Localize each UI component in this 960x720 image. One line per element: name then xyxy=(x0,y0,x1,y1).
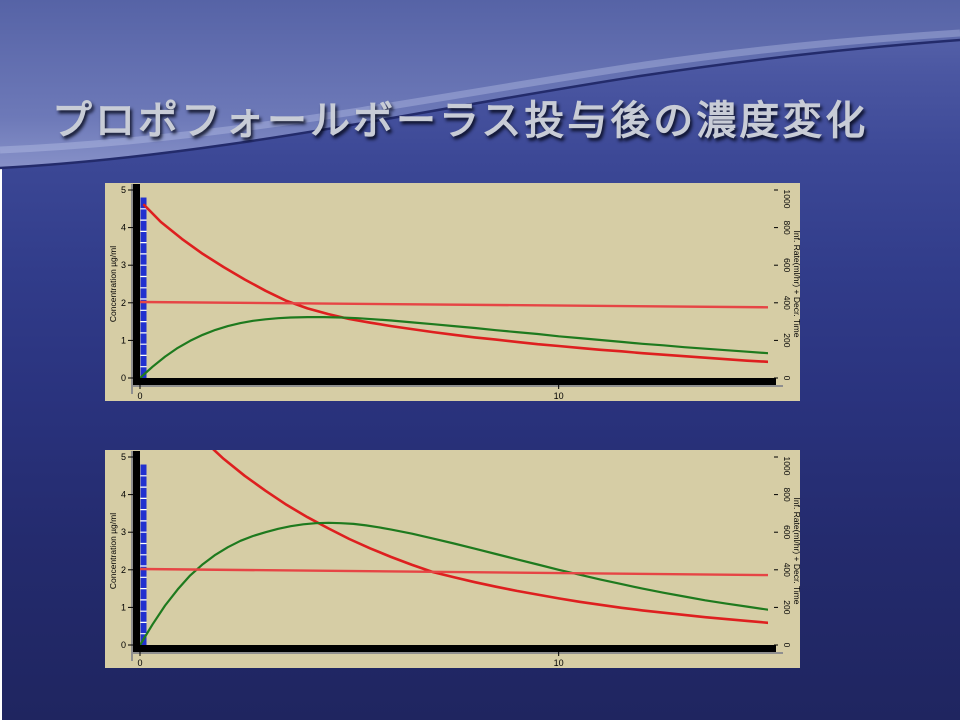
y2-tick-label: 800 xyxy=(782,488,792,502)
y2-tick-label: 400 xyxy=(782,296,792,310)
y2-tick-label: 800 xyxy=(782,221,792,235)
y-tick-label: 4 xyxy=(121,490,126,500)
y-tick-label: 0 xyxy=(121,373,126,383)
y2-axis-label: Inf. Rate(ml/hr) + Decr. Time xyxy=(792,231,800,338)
y-tick-label: 1 xyxy=(121,335,126,345)
y2-tick-label: 400 xyxy=(782,563,792,577)
x-tick-label: 0 xyxy=(137,391,142,401)
y-axis-wall xyxy=(133,451,140,652)
y2-tick-label: 0 xyxy=(782,376,792,381)
concentration-chart-upper: 0 1 2 3 4 5 0 200 400 600 800 1000 0 10 Concentration … xyxy=(108,184,800,401)
x-tick-label: 10 xyxy=(554,658,564,668)
axis-bevel-left xyxy=(131,451,133,661)
y-tick-label: 2 xyxy=(121,298,126,308)
chart-panel-lower: 0 1 2 3 4 5 0 200 400 600 800 1000 0 10 Concentration … xyxy=(105,450,800,668)
y2-tick-label: 1000 xyxy=(782,190,792,209)
slide-title: プロポフォールボーラス投与後の濃度変化 xyxy=(52,99,869,143)
y2-tick-label: 600 xyxy=(782,525,792,539)
concentration-chart-lower: 0 1 2 3 4 5 0 200 400 600 800 1000 0 10 Concentration … xyxy=(108,450,800,668)
y2-tick-label: 200 xyxy=(782,333,792,347)
decrement-line-curve xyxy=(140,567,768,577)
y2-tick-label: 200 xyxy=(782,600,792,614)
y-axis-wall xyxy=(133,184,140,385)
y2-axis-label: Inf. Rate(ml/hr) + Decr. Time xyxy=(792,498,800,605)
y-tick-label: 4 xyxy=(121,223,126,233)
y-axis-label: Concentration µg/ml xyxy=(108,513,118,589)
x-tick-label: 0 xyxy=(137,658,142,668)
decrement-line-curve xyxy=(140,300,768,309)
y-tick-label: 2 xyxy=(121,565,126,575)
bolus-bar-segments xyxy=(140,475,147,635)
y-tick-label: 1 xyxy=(121,602,126,612)
y2-tick-label: 1000 xyxy=(782,457,792,476)
y-axis-label: Concentration µg/ml xyxy=(108,246,118,322)
axis-bevel-bottom xyxy=(131,385,783,387)
chart-panel-upper: 0 1 2 3 4 5 0 200 400 600 800 1000 0 10 Concentration … xyxy=(105,183,800,401)
y2-tick-label: 0 xyxy=(782,643,792,648)
y-tick-label: 5 xyxy=(121,185,126,195)
y-tick-label: 5 xyxy=(121,452,126,462)
plasma-concentration-curve xyxy=(212,450,768,625)
plasma-concentration-curve xyxy=(142,203,768,364)
bolus-bar-segments xyxy=(140,208,147,368)
y-tick-label: 0 xyxy=(121,640,126,650)
effect-site-concentration-curve xyxy=(140,316,768,378)
y-tick-label: 3 xyxy=(121,527,126,537)
x-tick-label: 10 xyxy=(554,391,564,401)
x-axis-floor xyxy=(133,378,776,385)
x-axis-floor xyxy=(133,645,776,652)
effect-site-concentration-curve xyxy=(140,521,768,645)
y2-tick-label: 600 xyxy=(782,258,792,272)
y-tick-label: 3 xyxy=(121,260,126,270)
axis-bevel-bottom xyxy=(131,652,783,654)
axis-bevel-left xyxy=(131,184,133,394)
